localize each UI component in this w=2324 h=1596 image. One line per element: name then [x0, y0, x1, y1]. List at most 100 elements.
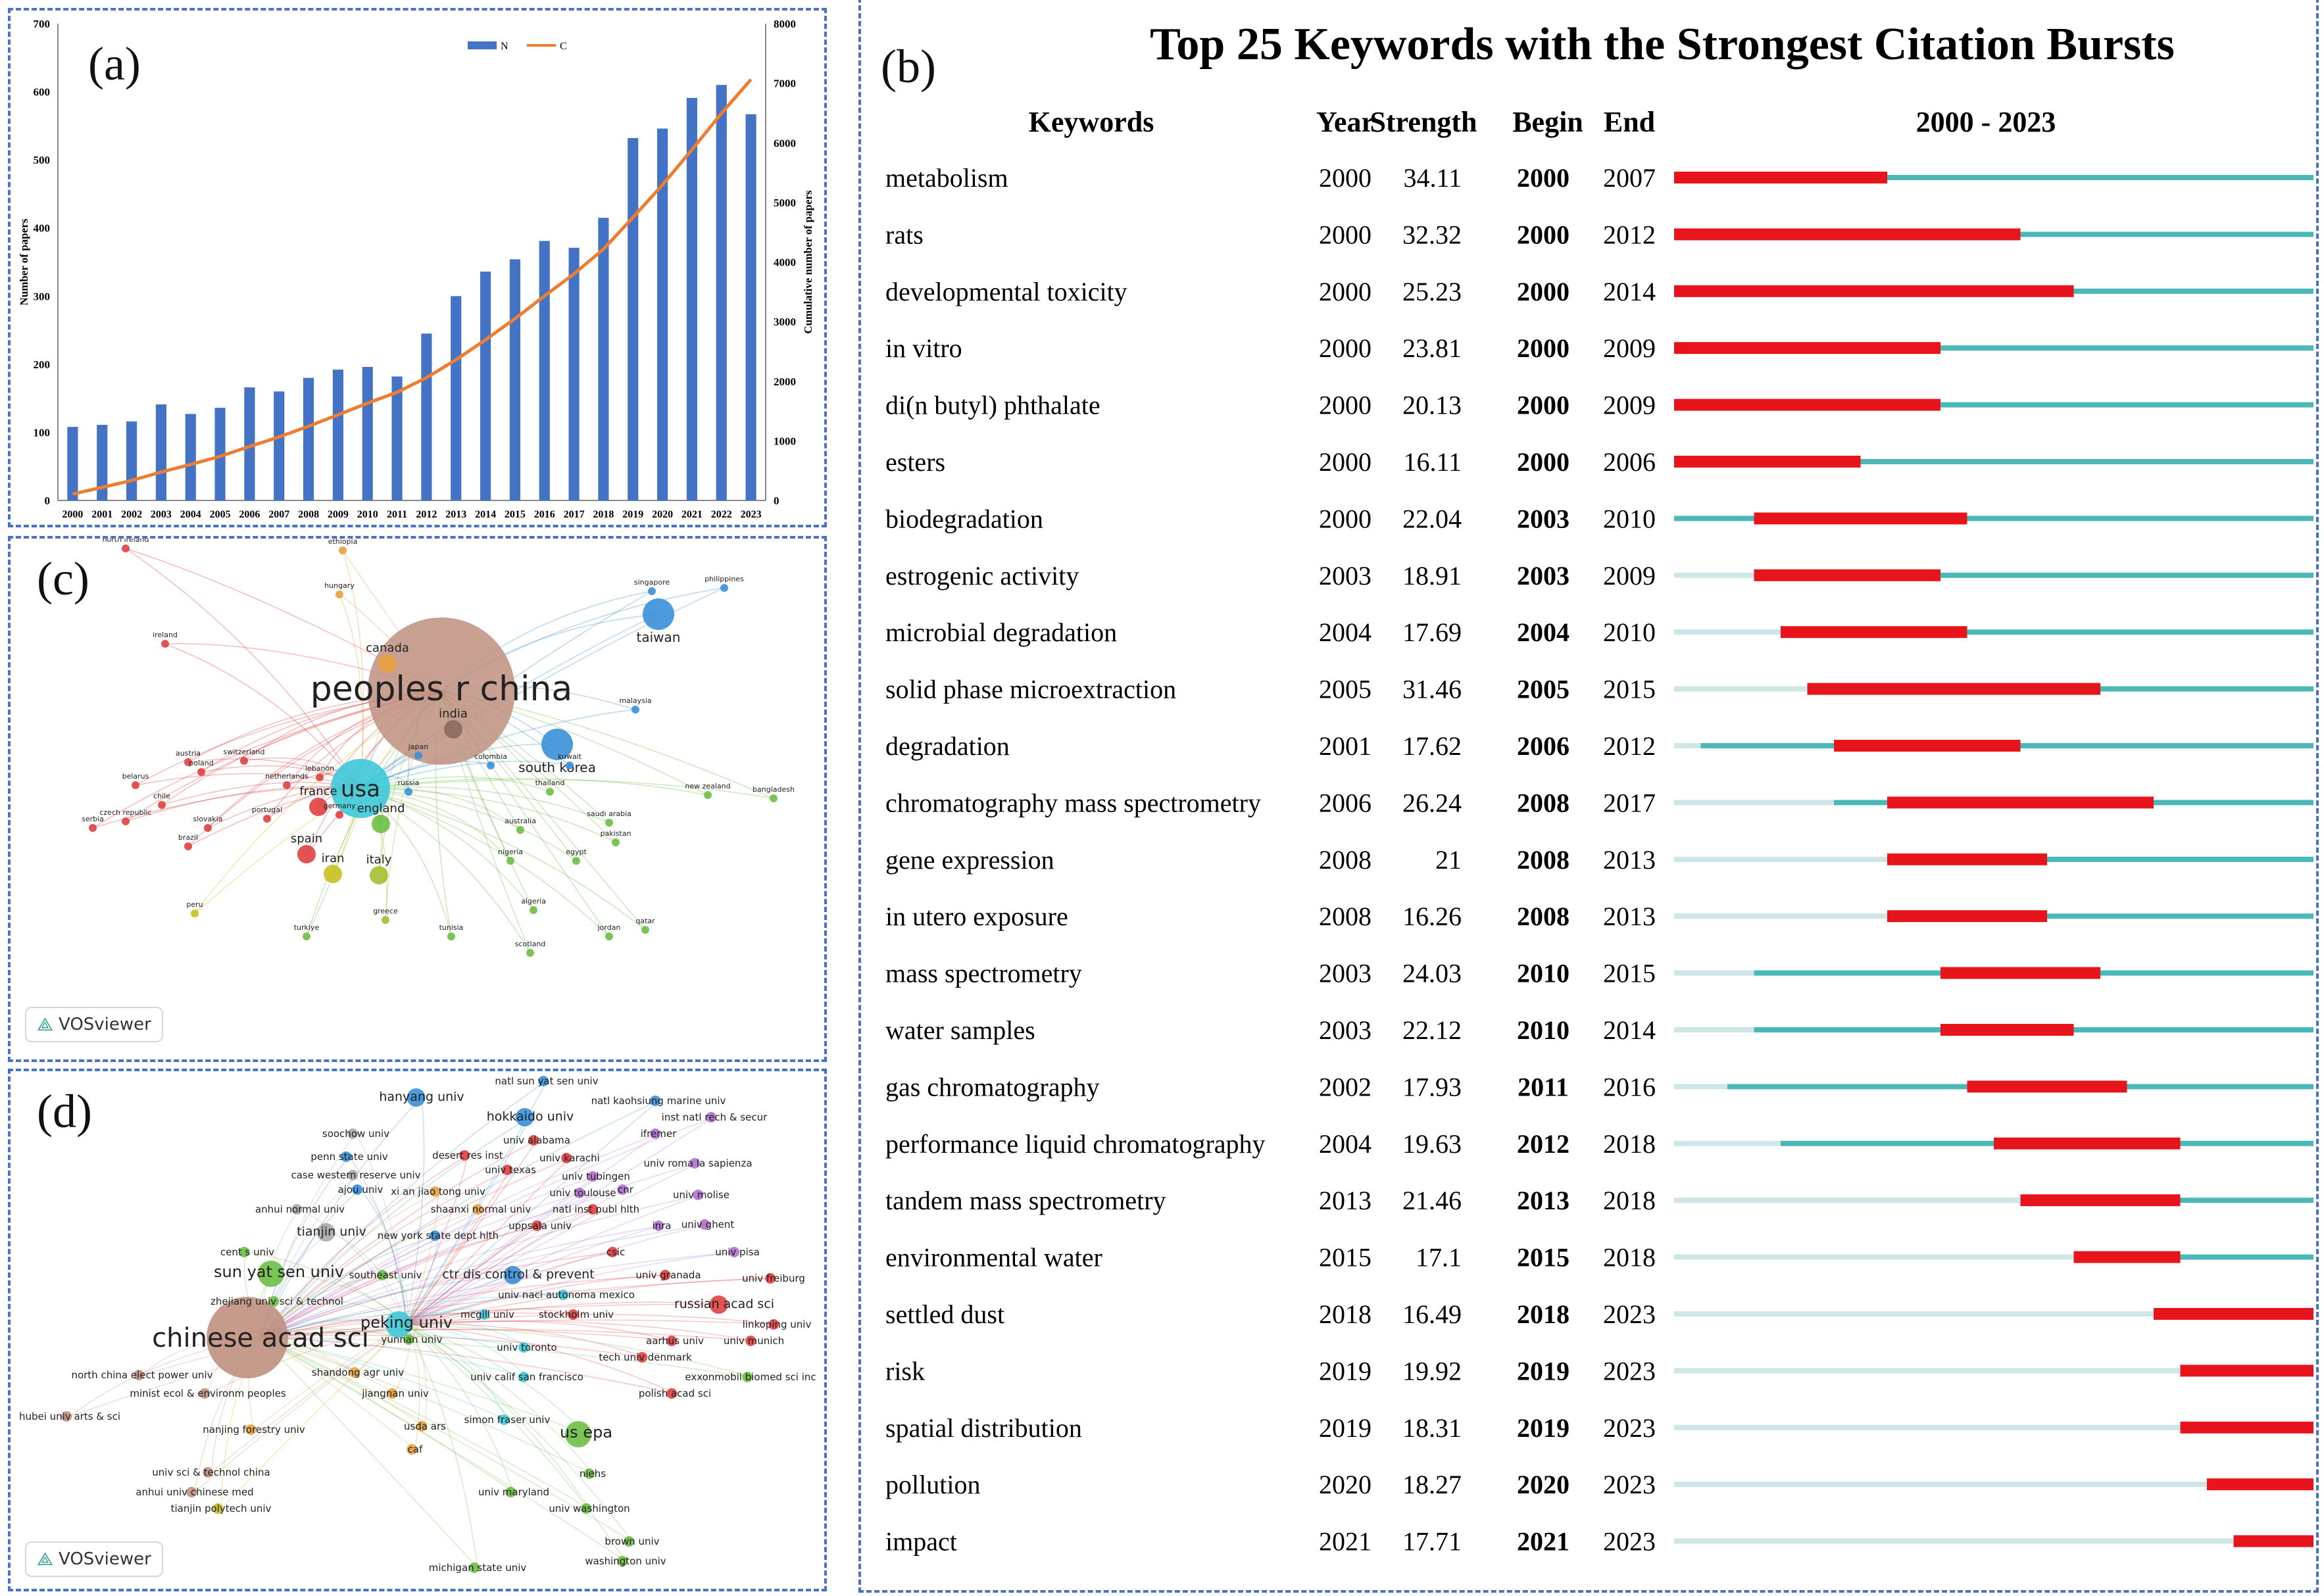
node-label: case western reserve univ	[291, 1169, 420, 1181]
network-node: cnr	[617, 1184, 634, 1196]
row-begin: 2006	[1517, 731, 1570, 761]
row-end: 2014	[1603, 1015, 1656, 1045]
node-label: malaysia	[619, 696, 651, 705]
node-circle	[372, 815, 390, 833]
node-circle	[515, 1108, 534, 1126]
vosviewer-badge: ⟁ VOSviewer	[25, 1007, 163, 1042]
network-node: canada	[366, 641, 409, 673]
row-strength: 22.12	[1402, 1015, 1462, 1045]
network-edge	[360, 788, 531, 954]
bar-N	[391, 376, 403, 500]
row-keyword: biodegradation	[885, 504, 1043, 533]
row-year: 2013	[1319, 1186, 1372, 1215]
node-label: japan	[408, 742, 429, 751]
node-circle	[587, 1171, 599, 1182]
network-node: poland	[189, 759, 214, 776]
node-label: jordan	[597, 923, 621, 932]
row-begin: 2005	[1517, 675, 1570, 704]
network-node: brazil	[178, 833, 198, 850]
node-circle	[689, 1158, 701, 1169]
node-circle	[709, 1295, 728, 1314]
network-node: england	[357, 802, 405, 833]
network-node: univ freiburg	[742, 1272, 805, 1284]
x-tick: 2013	[445, 509, 466, 520]
network-node: philippines	[705, 575, 744, 592]
network-edge	[360, 788, 646, 931]
node-label: yunnan univ	[382, 1334, 443, 1345]
node-circle	[203, 1467, 214, 1478]
node-circle	[693, 1190, 704, 1200]
row-strength: 34.11	[1403, 163, 1462, 193]
node-label: hubei univ arts & sci	[19, 1411, 120, 1422]
network-node: hubei univ arts & sci	[19, 1411, 120, 1422]
node-circle	[568, 1309, 579, 1320]
node-circle	[191, 909, 199, 917]
x-tick: 2006	[239, 509, 260, 520]
timeline-active	[1674, 459, 2313, 464]
node-circle	[184, 758, 192, 766]
row-begin: 2000	[1517, 333, 1570, 363]
network-node: austria	[176, 749, 201, 766]
network-node: desert res inst	[432, 1149, 503, 1161]
row-strength: 32.32	[1402, 220, 1462, 249]
edges	[69, 1080, 778, 1568]
network-node: slovakia	[193, 815, 222, 832]
row-year: 2006	[1319, 788, 1372, 817]
row-end: 2012	[1603, 220, 1656, 249]
network-edge	[406, 1097, 425, 1325]
node-circle	[487, 762, 495, 769]
vosviewer-badge-label: VOSviewer	[58, 1549, 151, 1569]
network-edge	[260, 1194, 702, 1338]
network-edge	[260, 1100, 659, 1338]
node-circle	[660, 1270, 671, 1280]
node-circle	[368, 617, 515, 765]
legend-swatch-N	[468, 41, 497, 49]
node-circle	[385, 1311, 412, 1338]
node-circle	[89, 824, 97, 832]
node-label: southeast univ	[349, 1269, 422, 1281]
network-edge	[406, 1308, 577, 1325]
node-circle	[584, 1468, 595, 1479]
row-strength: 20.13	[1402, 391, 1462, 420]
y-right-label: Cumulative number of papers	[802, 190, 814, 334]
node-label: peking univ	[360, 1313, 453, 1332]
node-circle	[574, 1188, 585, 1198]
network-edge	[406, 1324, 593, 1474]
node-circle	[558, 1290, 569, 1300]
row-year: 2018	[1319, 1299, 1372, 1329]
bar-N	[244, 387, 255, 500]
node-circle	[134, 1370, 145, 1380]
row-begin: 2010	[1517, 1015, 1570, 1045]
network-edge	[260, 1337, 514, 1493]
burst-bar	[1674, 228, 2021, 241]
network-node: italy	[366, 853, 392, 884]
network-edge	[260, 1080, 547, 1338]
node-label: natl kaohsiung marine univ	[591, 1095, 726, 1107]
node-label: polish acad sci	[639, 1388, 711, 1399]
network-node: north ireland	[103, 539, 149, 552]
row-strength: 31.46	[1402, 675, 1462, 704]
network-edge	[406, 1324, 751, 1378]
node-circle	[666, 1336, 678, 1346]
node-label: germany	[323, 802, 356, 810]
node-circle	[516, 826, 524, 834]
network-edge	[360, 1189, 407, 1325]
x-tick: 2010	[357, 509, 378, 520]
table-row: risk 2019 19.92 2019 2023	[885, 1356, 2313, 1386]
network-edge	[406, 1117, 715, 1325]
row-begin: 2021	[1517, 1527, 1570, 1557]
timeline-before	[1674, 1027, 1754, 1032]
node-circle	[122, 817, 130, 825]
node-label: iran	[322, 852, 345, 865]
node-circle	[653, 1221, 664, 1231]
x-tick: 2001	[91, 509, 112, 520]
row-keyword: rats	[885, 220, 924, 249]
network-node: inst natl rech & secur	[662, 1111, 768, 1123]
row-strength: 17.71	[1402, 1527, 1462, 1557]
bar-N	[274, 391, 285, 500]
header-range: 2000 - 2023	[1916, 106, 2056, 138]
node-label: desert res inst	[432, 1149, 503, 1161]
row-end: 2016	[1603, 1072, 1656, 1101]
node-circle	[770, 794, 778, 802]
bar-N	[155, 404, 166, 500]
